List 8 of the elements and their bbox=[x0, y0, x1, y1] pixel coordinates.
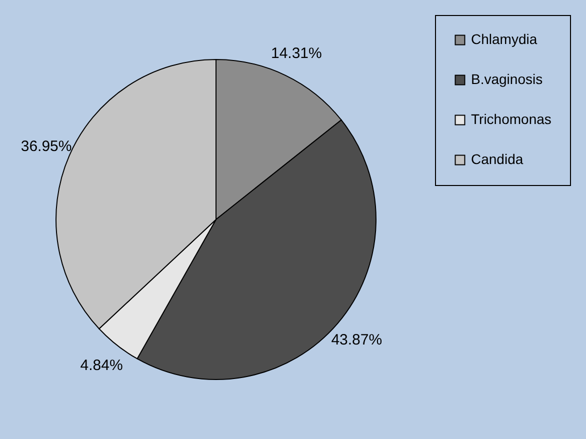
legend-label: Trichomonas bbox=[471, 111, 552, 127]
legend-label: Chlamydia bbox=[471, 31, 538, 47]
data-label: 43.87% bbox=[331, 332, 382, 349]
data-label: 36.95% bbox=[20, 138, 72, 155]
data-label: 4.84% bbox=[80, 356, 123, 374]
legend-label: Candida bbox=[471, 151, 524, 167]
legend-label: B.vaginosis bbox=[471, 71, 543, 87]
data-label: 14.31% bbox=[270, 44, 322, 62]
